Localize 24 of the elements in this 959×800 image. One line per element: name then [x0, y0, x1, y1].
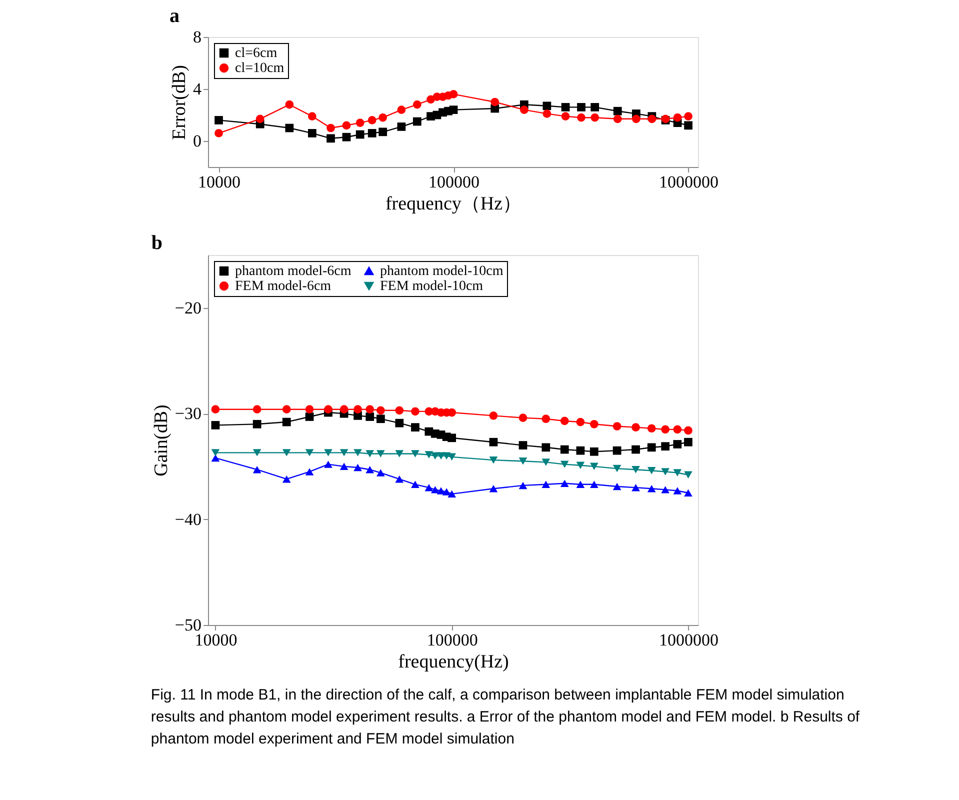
y-tick-label: −30 — [174, 404, 202, 424]
y-tick-label: −40 — [174, 510, 202, 529]
x-tick-label: 1000000 — [659, 172, 719, 192]
legend-label: FEM model-10cm — [380, 279, 484, 294]
chart-title: a — [170, 5, 180, 27]
x-tick-label: 10000 — [198, 172, 240, 192]
x-tick-label: 100000 — [428, 172, 480, 192]
legend-label: phantom model-10cm — [380, 264, 504, 279]
x-tick-label: 1000000 — [658, 630, 718, 650]
y-tick-label: −20 — [174, 298, 202, 318]
y-axis-title: Error(dB) — [169, 65, 190, 140]
legend-label: phantom model-6cm — [235, 264, 352, 279]
caption: Fig. 11 In mode B1, in the direction of the calf, a comparison between implantable FEM model simulation results and phantom model experiment results. a Error of the phantom model and FEM model. b Results of phantom model experiment and FEM model simulation — [150, 686, 860, 748]
legend-label: FEM model-6cm — [235, 279, 332, 294]
x-axis-title: frequency（Hz） — [385, 194, 522, 214]
chart-title: b — [151, 232, 163, 254]
y-tick-label: 4 — [193, 80, 202, 98]
x-tick-label: 100000 — [426, 630, 478, 650]
y-tick-label: 8 — [193, 28, 202, 46]
x-axis-title: frequency(Hz) — [398, 652, 509, 672]
y-tick-label: 0 — [193, 132, 202, 150]
y-axis-title: Gain(dB) — [150, 404, 172, 476]
legend-label: cl=6cm — [235, 46, 278, 61]
legend-label: cl=10cm — [235, 61, 284, 76]
